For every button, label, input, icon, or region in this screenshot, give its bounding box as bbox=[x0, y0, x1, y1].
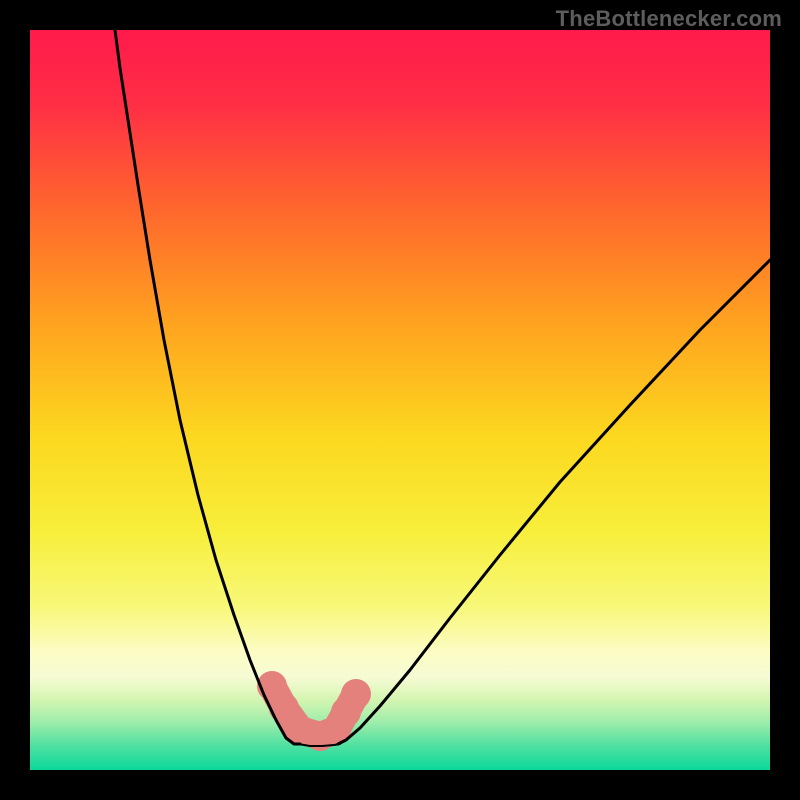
watermark-text: TheBottlenecker.com bbox=[556, 6, 782, 32]
trough-bead bbox=[341, 679, 371, 709]
chart-svg bbox=[0, 0, 800, 800]
bottleneck-chart: TheBottlenecker.com bbox=[0, 0, 800, 800]
plot-area-gradient bbox=[30, 30, 770, 770]
